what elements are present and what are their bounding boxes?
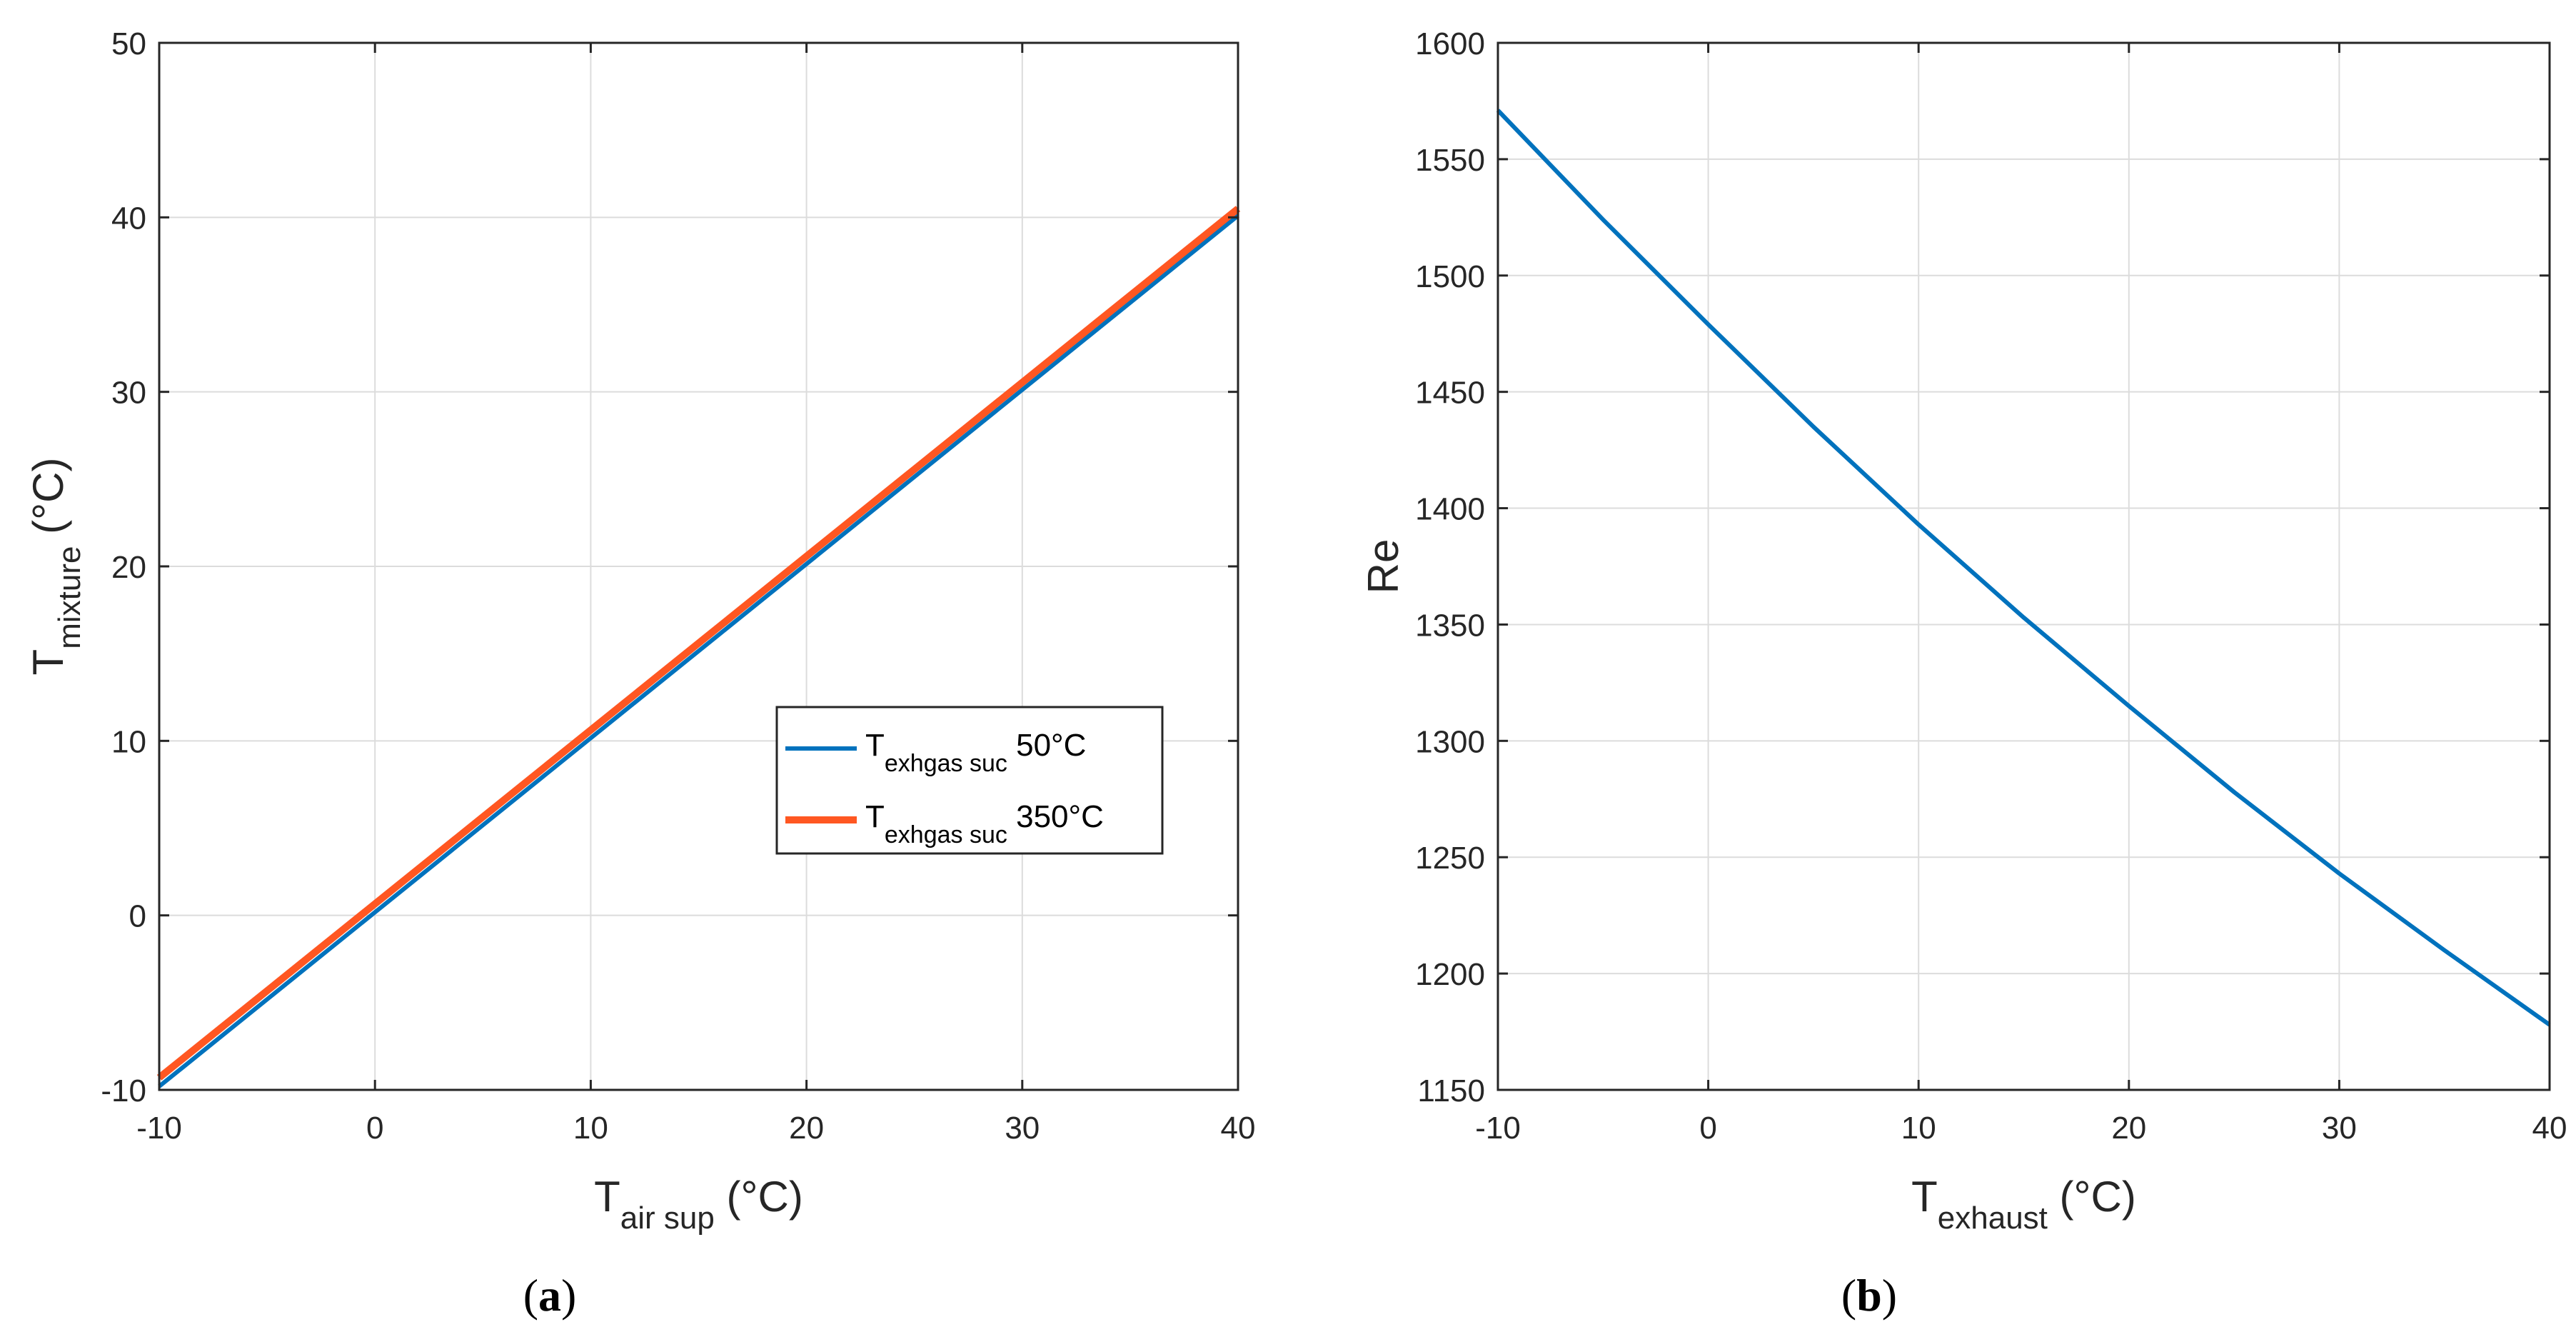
x-tick-label: 40 [2532, 1111, 2567, 1146]
y-tick-label: 1450 [1415, 376, 1485, 411]
chart-panel-b: -10 0 10 20 30 40 1150 1200 1250 1300 1350 1400 1450… [1359, 26, 2567, 1321]
y-tick-label: 1550 [1415, 143, 1485, 178]
y-tick-label: 40 [111, 201, 146, 236]
y-tick-label: 30 [111, 376, 146, 411]
x-tick-label: 10 [573, 1111, 608, 1146]
figure: -10 0 10 20 30 40 -10 0 10 20 30 40 50 Tair sup (°C) T… [0, 0, 2576, 1337]
x-tick-label: 0 [366, 1111, 383, 1146]
y-tick-label: 1600 [1415, 26, 1485, 61]
y-tick-label: -10 [101, 1073, 146, 1108]
x-tick-label: -10 [136, 1111, 182, 1146]
x-tick-label: 0 [1699, 1111, 1716, 1146]
y-tick-label: 1400 [1415, 492, 1485, 527]
x-tick-label: 10 [1901, 1111, 1936, 1146]
y-axis-label: Re [1359, 539, 1407, 594]
x-axis-label: Tair sup (°C) [594, 1173, 803, 1236]
chart-panel-a: -10 0 10 20 30 40 -10 0 10 20 30 40 50 Tair sup (°C) T… [24, 26, 1255, 1321]
panel-caption: (b) [1841, 1270, 1897, 1321]
y-tick-label: 1150 [1417, 1073, 1485, 1108]
y-tick-label: 20 [111, 550, 146, 585]
y-axis-label: Tmixture (°C) [24, 458, 87, 676]
x-tick-label: 30 [1005, 1111, 1040, 1146]
x-axis-label: Texhaust (°C) [1911, 1173, 2136, 1236]
y-tick-label: 10 [111, 724, 146, 759]
y-tick-label: 1300 [1415, 724, 1485, 759]
y-tick-label: 1500 [1415, 259, 1485, 294]
x-tick-label: 30 [2322, 1111, 2357, 1146]
y-tick-label: 1350 [1415, 608, 1485, 643]
x-tick-label: -10 [1475, 1111, 1521, 1146]
x-tick-label: 20 [789, 1111, 824, 1146]
y-tick-label: 1200 [1415, 957, 1485, 992]
x-tick-label: 40 [1221, 1111, 1256, 1146]
plot-area [1498, 43, 2550, 1090]
y-tick-label: 0 [129, 899, 146, 934]
panel-caption: (a) [523, 1270, 577, 1321]
x-tick-label: 20 [2111, 1111, 2146, 1146]
y-tick-label: 1250 [1415, 841, 1485, 876]
y-tick-label: 50 [111, 26, 146, 61]
